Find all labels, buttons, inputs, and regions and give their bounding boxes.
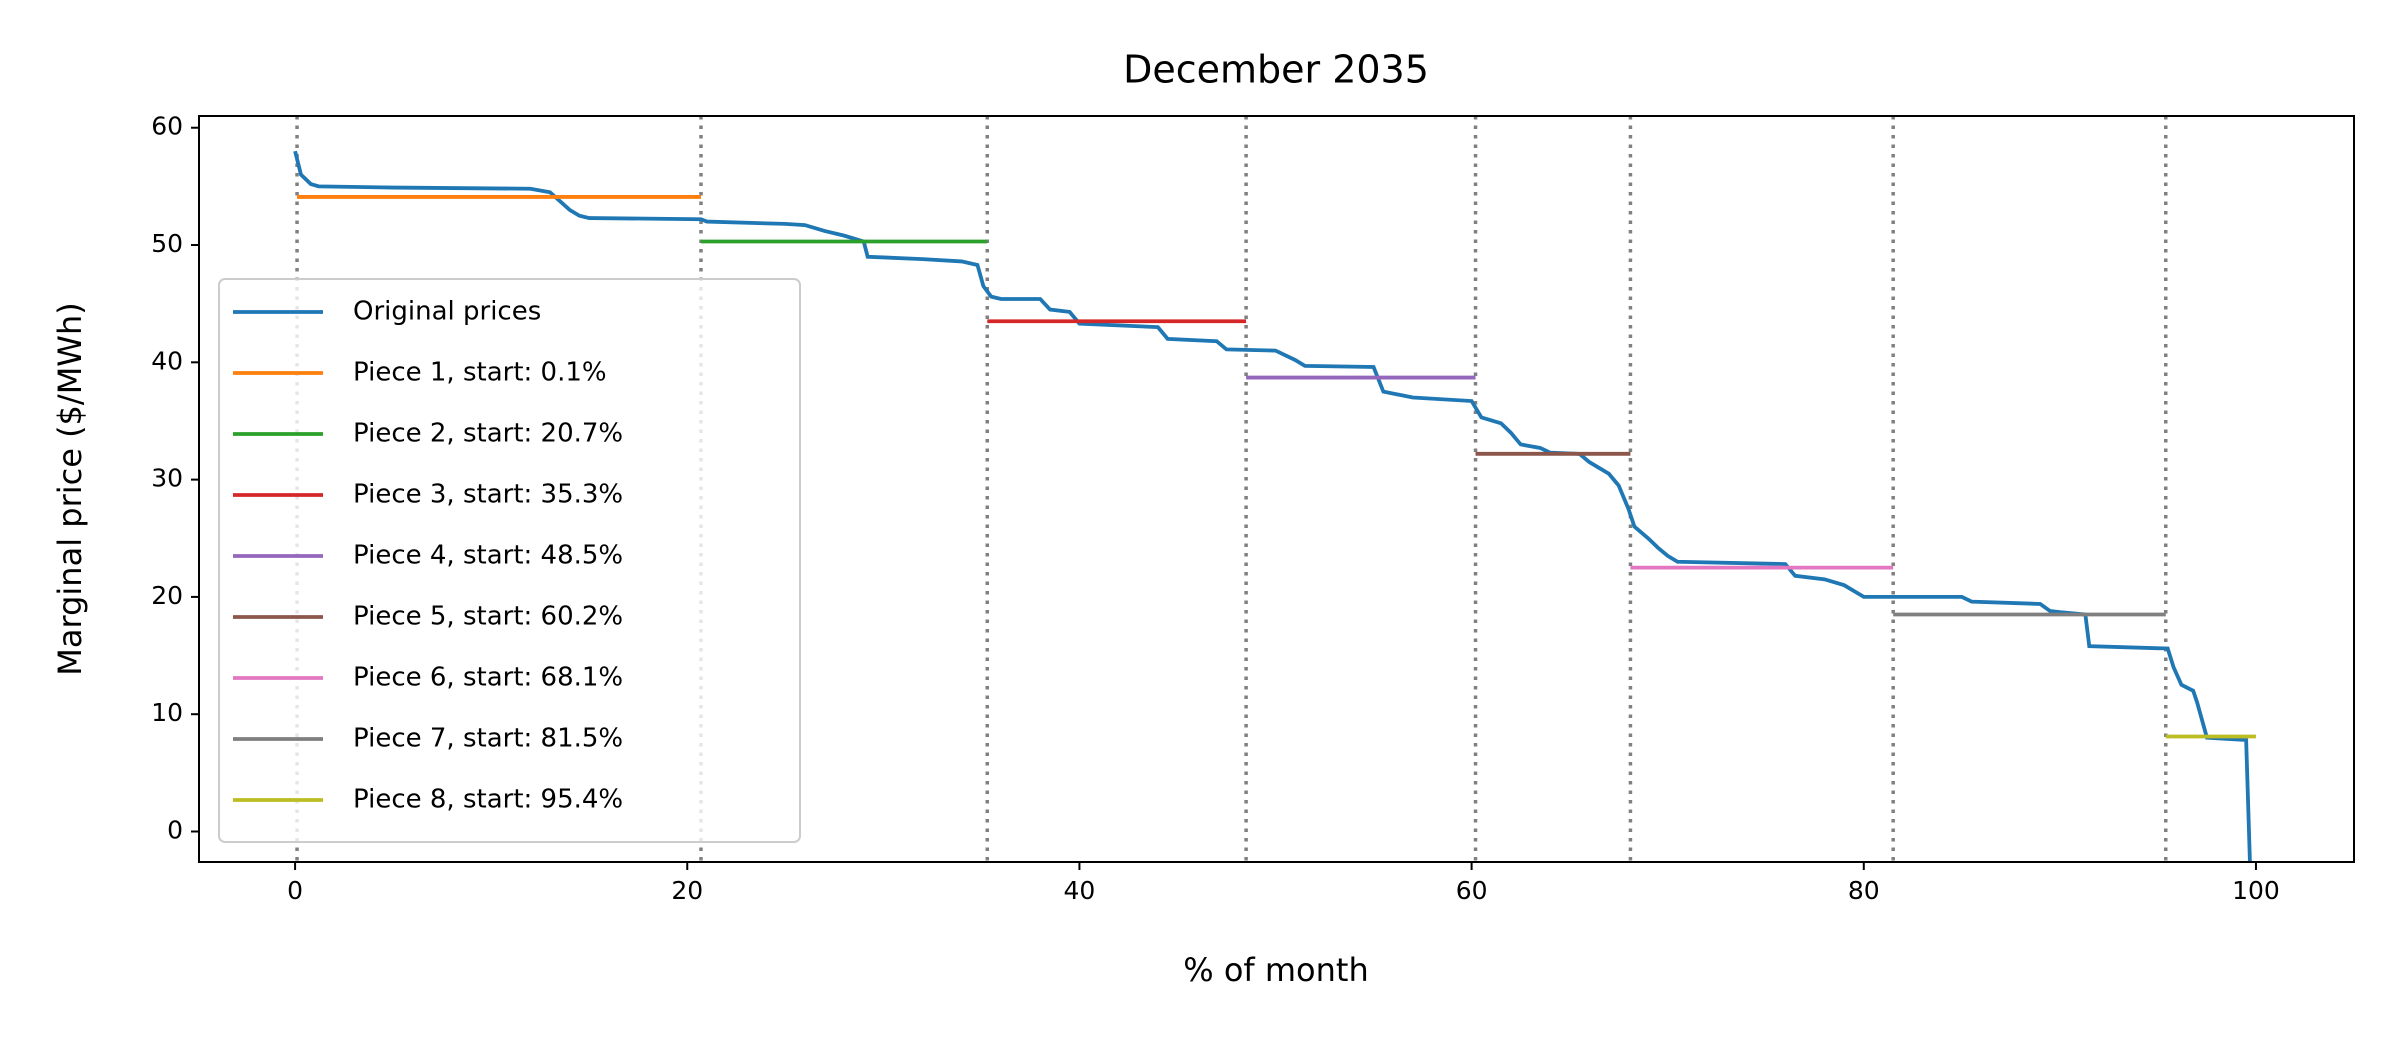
- chart-title: December 2035: [1123, 48, 1429, 92]
- y-tick-label: 0: [167, 816, 183, 845]
- x-tick-label: 0: [287, 876, 303, 905]
- x-tick-label: 40: [1064, 876, 1096, 905]
- x-axis-label: % of month: [1183, 951, 1368, 989]
- y-axis-label: Marginal price ($/MWh): [51, 302, 89, 675]
- x-tick-label: 80: [1848, 876, 1880, 905]
- y-tick-label: 40: [151, 346, 183, 375]
- price-line: [293, 150, 2252, 862]
- x-tick-label: 60: [1456, 876, 1488, 905]
- x-tick-label: 20: [671, 876, 703, 905]
- y-tick-label: 50: [151, 229, 183, 258]
- y-tick-label: 20: [151, 581, 183, 610]
- legend-label: Original prices: [353, 297, 541, 327]
- axes-frame: [198, 115, 2355, 863]
- plot-area: [293, 116, 2256, 862]
- legend-label: Piece 4, start: 48.5%: [353, 541, 623, 571]
- legend-label: Piece 1, start: 0.1%: [353, 358, 607, 388]
- legend-label: Piece 5, start: 60.2%: [353, 602, 623, 632]
- legend-frame: [218, 278, 801, 843]
- y-tick-label: 30: [151, 464, 183, 493]
- legend-label: Piece 8, start: 95.4%: [353, 785, 623, 815]
- legend-label: Piece 3, start: 35.3%: [353, 480, 623, 510]
- legend-label: Piece 6, start: 68.1%: [353, 663, 623, 693]
- legend-label: Piece 2, start: 20.7%: [353, 419, 623, 449]
- legend-label: Piece 7, start: 81.5%: [353, 724, 623, 754]
- legend: Original prices Piece 1, start: 0.1% Piece…: [218, 278, 801, 843]
- y-tick-label: 60: [151, 112, 183, 141]
- x-tick-label: 100: [2232, 876, 2280, 905]
- y-tick-label: 10: [151, 698, 183, 727]
